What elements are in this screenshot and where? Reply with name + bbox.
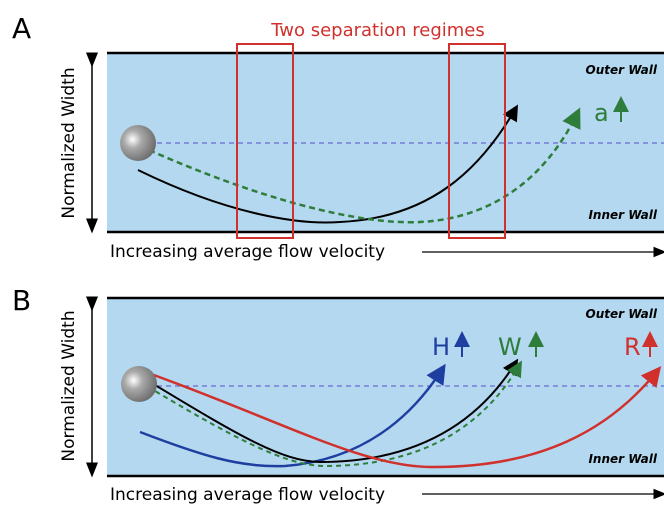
curve-label: R (624, 333, 641, 361)
regime-box (448, 43, 506, 239)
curve (139, 366, 662, 469)
x-label: Increasing average flow velocity (110, 485, 385, 505)
panel-label: A (12, 12, 31, 45)
channel (107, 298, 664, 476)
y-label: Normalized Width (59, 310, 79, 461)
y-label: Normalized Width (59, 67, 79, 218)
particle (121, 366, 157, 402)
outer-wall-label: Outer Wall (586, 307, 658, 321)
curve (139, 360, 523, 468)
regime-box (236, 43, 294, 239)
outer-wall-label: Outer Wall (586, 63, 658, 77)
curve (139, 363, 446, 468)
inner-wall-label: Inner Wall (588, 208, 657, 222)
curve-label: a (594, 99, 609, 127)
x-label: Increasing average flow velocity (110, 242, 385, 262)
panel-title: Two separation regimes (270, 20, 485, 41)
particle (120, 125, 156, 161)
curve-label: W (498, 333, 522, 361)
curve-label: H (432, 333, 450, 361)
curve (139, 358, 519, 464)
panel-label: B (12, 284, 31, 317)
curve (137, 104, 519, 224)
inner-wall-label: Inner Wall (588, 452, 657, 466)
